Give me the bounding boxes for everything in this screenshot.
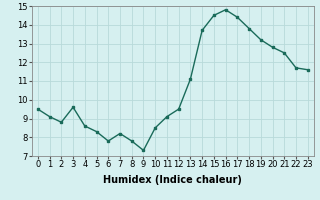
X-axis label: Humidex (Indice chaleur): Humidex (Indice chaleur) — [103, 175, 242, 185]
